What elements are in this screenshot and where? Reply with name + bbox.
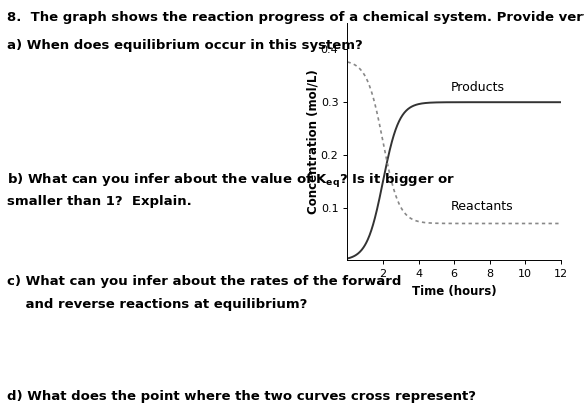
Text: c) What can you infer about the rates of the forward: c) What can you infer about the rates of… [7, 275, 401, 288]
Text: smaller than 1?  Explain.: smaller than 1? Explain. [7, 195, 192, 208]
Y-axis label: Concentration (mol/L): Concentration (mol/L) [307, 69, 319, 214]
Text: a) When does equilibrium occur in this system?: a) When does equilibrium occur in this s… [7, 39, 363, 52]
Text: b) What can you infer about the value of K$_\mathregular{eq}$? Is it bigger or: b) What can you infer about the value of… [7, 172, 455, 190]
Text: Products: Products [450, 81, 505, 94]
Text: d) What does the point where the two curves cross represent?: d) What does the point where the two cur… [7, 390, 476, 403]
Text: and reverse reactions at equilibrium?: and reverse reactions at equilibrium? [7, 298, 307, 311]
X-axis label: Time (hours): Time (hours) [412, 285, 496, 298]
Text: 8.  The graph shows the reaction progress of a chemical system. Provide very sho: 8. The graph shows the reaction progress… [7, 10, 584, 24]
Text: Reactants: Reactants [450, 200, 513, 213]
